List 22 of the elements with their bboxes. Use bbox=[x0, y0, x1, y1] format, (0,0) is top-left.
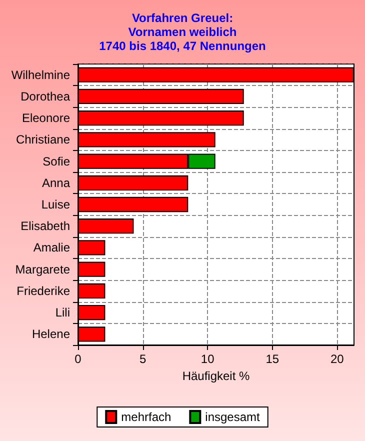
y-tick-label: Eleonore bbox=[22, 111, 70, 126]
legend-label: mehrfach bbox=[121, 410, 172, 424]
y-tick-label: Christiane bbox=[16, 132, 70, 147]
x-tick-label: 10 bbox=[200, 352, 215, 366]
y-tick-label: Friederike bbox=[16, 284, 70, 298]
x-tick-label: 5 bbox=[139, 352, 146, 366]
x-tick-label: 20 bbox=[330, 352, 344, 366]
chart-title: Vorfahren Greuel: Vornamen weiblich 1740 bis 1840, 47 Nennungen bbox=[99, 11, 266, 53]
y-tick-label: Sofie bbox=[42, 154, 70, 168]
y-tick-label: Wilhelmine bbox=[11, 68, 70, 82]
y-tick-label: Margarete bbox=[15, 262, 70, 276]
y-tick-label: Amalie bbox=[33, 240, 70, 255]
legend-label: insgesamt bbox=[205, 410, 261, 424]
y-tick-label: Dorothea bbox=[20, 89, 70, 104]
x-tick-label: 15 bbox=[266, 352, 280, 366]
y-tick-label: Luise bbox=[41, 198, 70, 212]
x-tick-label: 0 bbox=[74, 352, 82, 366]
y-tick-label: Lili bbox=[55, 306, 70, 320]
y-tick-label: Anna bbox=[42, 176, 70, 190]
y-tick-label: Helene bbox=[32, 327, 70, 342]
x-axis-title: Häufigkeit % bbox=[182, 368, 250, 383]
y-tick-label: Elisabeth bbox=[20, 219, 70, 234]
